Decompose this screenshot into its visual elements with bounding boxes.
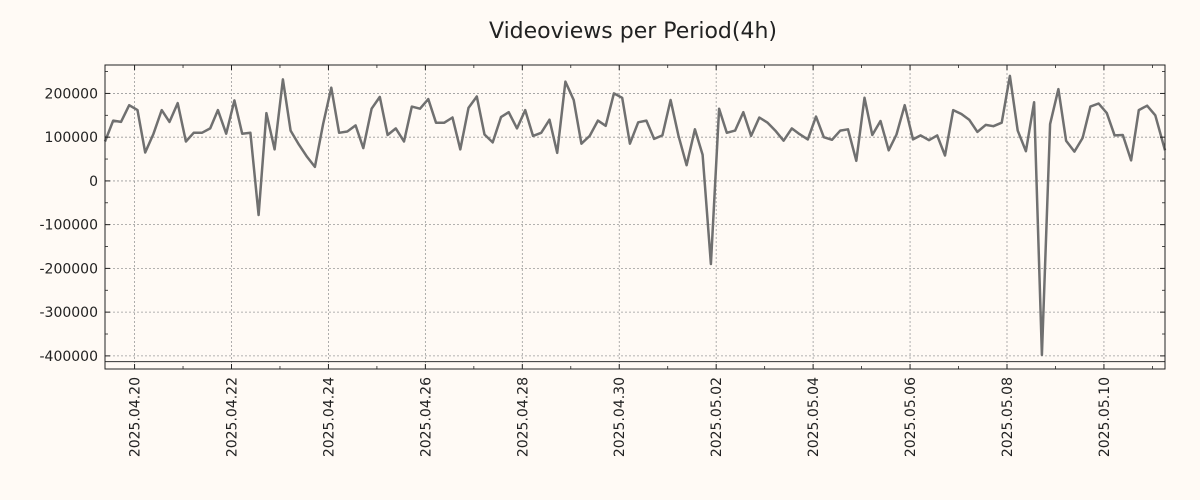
x-tick-label: 2025.04.30	[612, 377, 628, 457]
y-tick-label: 100000	[45, 130, 98, 146]
x-tick-label: 2025.04.26	[418, 377, 434, 457]
series-line-videoviews	[103, 74, 1167, 357]
y-tick-label: 200000	[45, 86, 98, 102]
x-tick-label: 2025.05.06	[903, 377, 919, 457]
ticks	[105, 65, 1165, 369]
x-tick-label: 2025.04.24	[321, 377, 337, 457]
x-tick-label: 2025.04.20	[128, 377, 144, 457]
x-tick-label: 2025.05.02	[709, 377, 725, 457]
y-tick-label: -300000	[40, 305, 99, 321]
x-tick-label: 2025.05.08	[1000, 377, 1016, 457]
grid	[105, 65, 1165, 369]
x-tick-label: 2025.04.22	[225, 377, 241, 457]
x-tick-label: 2025.04.28	[515, 377, 531, 457]
y-tick-label: -400000	[40, 349, 99, 365]
plot-frame	[104, 64, 1166, 370]
y-tick-labels: 200000 100000 0 -100000 -200000 -300000 -40000…	[40, 86, 99, 364]
x-tick-label: 2025.05.10	[1097, 377, 1113, 457]
y-tick-label: -100000	[40, 218, 99, 234]
y-tick-label: 0	[89, 174, 98, 190]
x-tick-label: 2025.05.04	[806, 377, 822, 457]
x-tick-labels: 2025.04.20 2025.04.22 2025.04.24 2025.04.26…	[128, 377, 1113, 457]
chart-title: Videoviews per Period(4h)	[489, 19, 777, 44]
y-tick-label: -200000	[40, 261, 99, 277]
plot-background	[105, 65, 1165, 369]
